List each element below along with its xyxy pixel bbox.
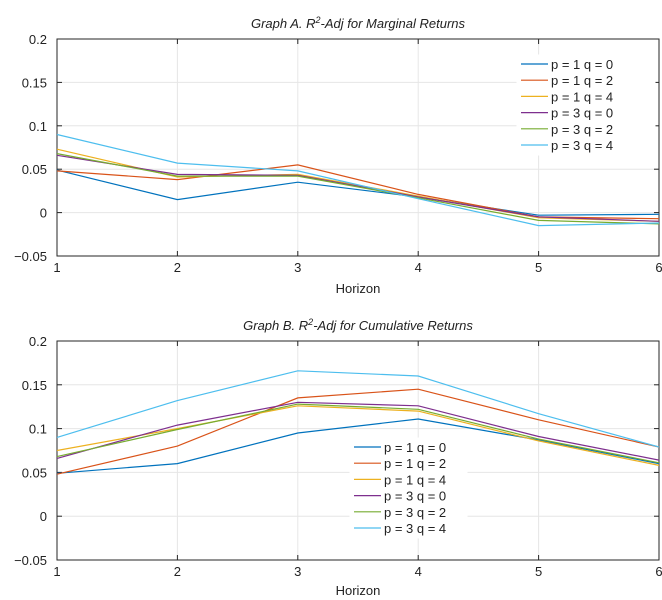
chart-title-main: Graph A. R	[251, 16, 316, 31]
chart-title-superscript: 2	[315, 15, 321, 25]
x-tick-label: 4	[415, 564, 422, 579]
legend-label: p = 1 q = 4	[551, 89, 613, 104]
series-line	[56, 169, 660, 216]
series-line	[56, 405, 660, 466]
y-tick-label: 0.15	[22, 75, 47, 90]
chart-title-rest: -Adj for Marginal Returns	[321, 16, 466, 31]
legend-label: p = 3 q = 2	[384, 505, 446, 520]
x-tick-label: 2	[174, 260, 181, 275]
y-tick-label: 0.2	[29, 334, 47, 349]
series-line	[56, 154, 660, 222]
x-tick-label: 2	[174, 564, 181, 579]
legend: p = 1 q = 0p = 1 q = 2p = 1 q = 4 p = 3 q…	[349, 437, 468, 539]
legend-label: p = 1 q = 0	[551, 57, 613, 72]
y-tick-label: −0.05	[14, 553, 47, 568]
x-axis-label: Horizon	[336, 583, 381, 598]
x-tick-label: 5	[535, 564, 542, 579]
legend-box	[516, 54, 656, 156]
plot-area-frame	[56, 38, 660, 257]
x-tick-label: 3	[294, 564, 301, 579]
y-tick-label: 0.15	[22, 378, 47, 393]
y-tick-label: 0.05	[22, 465, 47, 480]
y-tick-label: 0	[40, 206, 47, 221]
legend-label: p = 3 q = 0	[551, 106, 613, 121]
x-tick-label: 4	[415, 260, 422, 275]
series-line	[56, 401, 660, 461]
series-line	[56, 153, 660, 225]
legend-label: p = 3 q = 2	[551, 122, 613, 137]
legend-box	[349, 437, 468, 539]
y-tick-label: 0.05	[22, 162, 47, 177]
y-tick-label: 0	[40, 509, 47, 524]
y-tick-label: 0.2	[29, 32, 47, 47]
x-tick-label: 3	[294, 260, 301, 275]
chart-title: Graph A. R2-Adj for Marginal Returns	[251, 15, 466, 31]
x-tick-label: 1	[53, 260, 60, 275]
x-tick-label: 1	[53, 564, 60, 579]
x-tick-label: 6	[655, 260, 662, 275]
x-axis-label: Horizon	[336, 281, 381, 296]
legend: p = 1 q = 0p = 1 q = 2p = 1 q = 4 p = 3 q…	[516, 54, 656, 156]
y-tick-label: 0.1	[29, 422, 47, 437]
legend-label: p = 1 q = 2	[551, 73, 613, 88]
series-line	[56, 370, 660, 448]
legend-label: p = 1 q = 2	[384, 456, 446, 471]
y-tick-label: −0.05	[14, 249, 47, 264]
chart-title-rest: -Adj for Cumulative Returns	[313, 318, 473, 333]
chart-title-main: Graph B. R	[243, 318, 308, 333]
chart-title-superscript: 2	[307, 317, 313, 327]
legend-label: p = 1 q = 0	[384, 440, 446, 455]
series-line	[56, 388, 660, 475]
legend-label: p = 3 q = 4	[384, 521, 446, 536]
y-tick-label: 0.1	[29, 119, 47, 134]
x-tick-label: 5	[535, 260, 542, 275]
chart-title: Graph B. R2-Adj for Cumulative Returns	[243, 317, 473, 333]
legend-label: p = 1 q = 4	[384, 472, 446, 487]
legend-label: p = 3 q = 0	[384, 489, 446, 504]
x-tick-label: 6	[655, 564, 662, 579]
series-line	[56, 133, 660, 227]
series-line	[56, 403, 660, 464]
legend-label: p = 3 q = 4	[551, 138, 613, 153]
series-line	[56, 418, 660, 474]
